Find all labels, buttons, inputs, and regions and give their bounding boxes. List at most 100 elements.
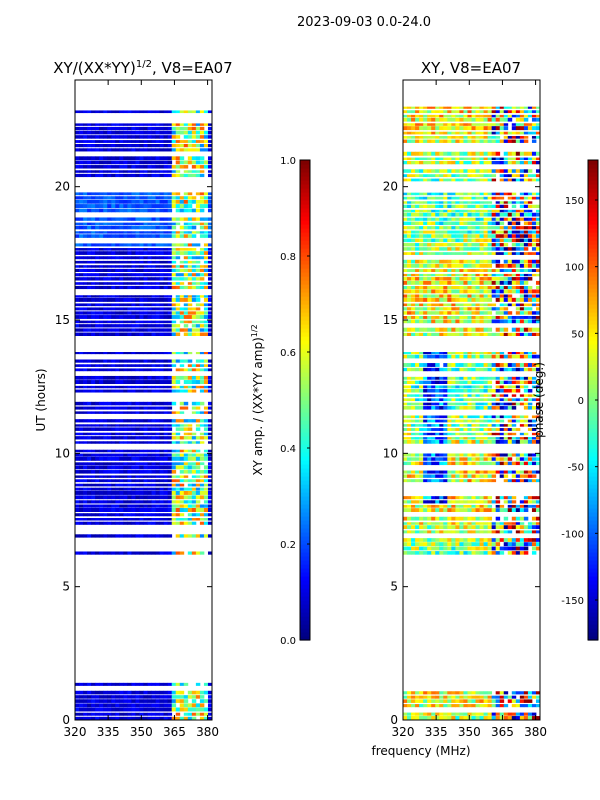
heatmap-cell	[451, 406, 456, 410]
heatmap-cell	[179, 375, 185, 380]
heatmap-cell	[139, 130, 144, 135]
amplitude-colorbar-label: XY amp. / (XX*YY amp)1/2	[250, 324, 265, 475]
heatmap-cell	[167, 364, 173, 367]
heatmap-cell	[123, 222, 128, 226]
heatmap-cell	[199, 453, 205, 457]
heatmap-cell	[171, 695, 177, 699]
heatmap-cell	[163, 513, 169, 517]
heatmap-cell	[447, 516, 452, 521]
heatmap-cell	[187, 140, 193, 143]
heatmap-cell	[75, 156, 80, 160]
heatmap-cell	[495, 424, 501, 427]
heatmap-cell	[143, 265, 148, 268]
heatmap-cell	[99, 491, 104, 495]
colorbar-segment	[300, 556, 310, 561]
heatmap-cell	[139, 295, 144, 298]
heatmap-cell	[403, 307, 408, 311]
heatmap-cell	[523, 415, 529, 419]
heatmap-cell	[119, 204, 124, 208]
heatmap-cell	[135, 690, 140, 695]
heatmap-cell	[195, 518, 201, 521]
heatmap-cell	[507, 319, 513, 324]
heatmap-cell	[143, 375, 148, 380]
heatmap-cell	[103, 500, 108, 504]
heatmap-cell	[143, 470, 148, 474]
heatmap-cell	[435, 432, 440, 436]
heatmap-cell	[171, 518, 177, 521]
heatmap-cell	[191, 389, 197, 393]
heatmap-cell	[199, 707, 205, 712]
heatmap-cell	[107, 682, 112, 686]
heatmap-cell	[123, 432, 128, 436]
colorbar-segment	[300, 192, 310, 197]
heatmap-cell	[143, 551, 148, 555]
heatmap-cell	[535, 457, 540, 461]
heatmap-cell	[203, 123, 209, 126]
heatmap-cell	[519, 352, 525, 355]
heatmap-cell	[135, 462, 140, 466]
heatmap-cell	[403, 380, 408, 384]
heatmap-cell	[163, 273, 169, 277]
heatmap-cell	[507, 508, 513, 512]
heatmap-cell	[419, 479, 424, 483]
heatmap-cell	[95, 243, 100, 247]
heatmap-cell	[423, 303, 428, 307]
heatmap-cell	[91, 500, 96, 504]
heatmap-cell	[455, 428, 460, 431]
colorbar-segment	[300, 496, 310, 501]
heatmap-cell	[191, 222, 197, 226]
heatmap-cell	[435, 415, 440, 419]
heatmap-cell	[135, 424, 140, 427]
heatmap-cell	[159, 268, 165, 272]
heatmap-cell	[515, 699, 521, 703]
heatmap-cell	[499, 437, 505, 440]
heatmap-cell	[439, 419, 444, 423]
heatmap-cell	[483, 551, 489, 555]
heatmap-cell	[451, 461, 456, 466]
heatmap-cell	[107, 380, 112, 384]
heatmap-cell	[91, 406, 96, 410]
heatmap-cell	[171, 699, 177, 703]
heatmap-cell	[435, 273, 440, 277]
heatmap-cell	[155, 170, 161, 173]
heatmap-cell	[415, 376, 420, 380]
heatmap-cell	[507, 398, 513, 402]
heatmap-cell	[203, 282, 209, 285]
heatmap-cell	[203, 160, 209, 165]
heatmap-cell	[447, 461, 452, 466]
heatmap-cell	[139, 352, 144, 355]
heatmap-cell	[407, 691, 412, 695]
heatmap-cell	[119, 406, 124, 410]
heatmap-cell	[415, 704, 420, 708]
heatmap-cell	[163, 427, 169, 431]
heatmap-cell	[91, 453, 96, 457]
heatmap-cell	[511, 704, 517, 708]
heatmap-cell	[95, 462, 100, 466]
heatmap-cell	[139, 311, 144, 315]
heatmap-cell	[411, 500, 416, 504]
heatmap-cell	[419, 461, 424, 466]
heatmap-cell	[435, 437, 440, 440]
heatmap-cell	[431, 319, 436, 324]
heatmap-cell	[147, 432, 152, 436]
heatmap-cell	[419, 496, 424, 500]
heatmap-cell	[503, 303, 509, 307]
heatmap-cell	[123, 551, 128, 555]
heatmap-cell	[91, 495, 96, 500]
heatmap-cell	[535, 394, 540, 397]
heatmap-cell	[187, 143, 193, 148]
heatmap-cell	[143, 173, 148, 178]
heatmap-cell	[75, 303, 80, 307]
heatmap-cell	[207, 699, 212, 703]
heatmap-cell	[143, 359, 148, 363]
heatmap-cell	[535, 704, 540, 708]
heatmap-cell	[187, 328, 193, 332]
heatmap-cell	[483, 303, 489, 307]
heatmap-cell	[419, 551, 424, 555]
heatmap-cell	[187, 130, 193, 135]
heatmap-cell	[107, 251, 112, 255]
heatmap-cell	[459, 352, 464, 355]
heatmap-cell	[483, 424, 489, 427]
heatmap-cell	[87, 282, 92, 285]
heatmap-cell	[159, 222, 165, 226]
